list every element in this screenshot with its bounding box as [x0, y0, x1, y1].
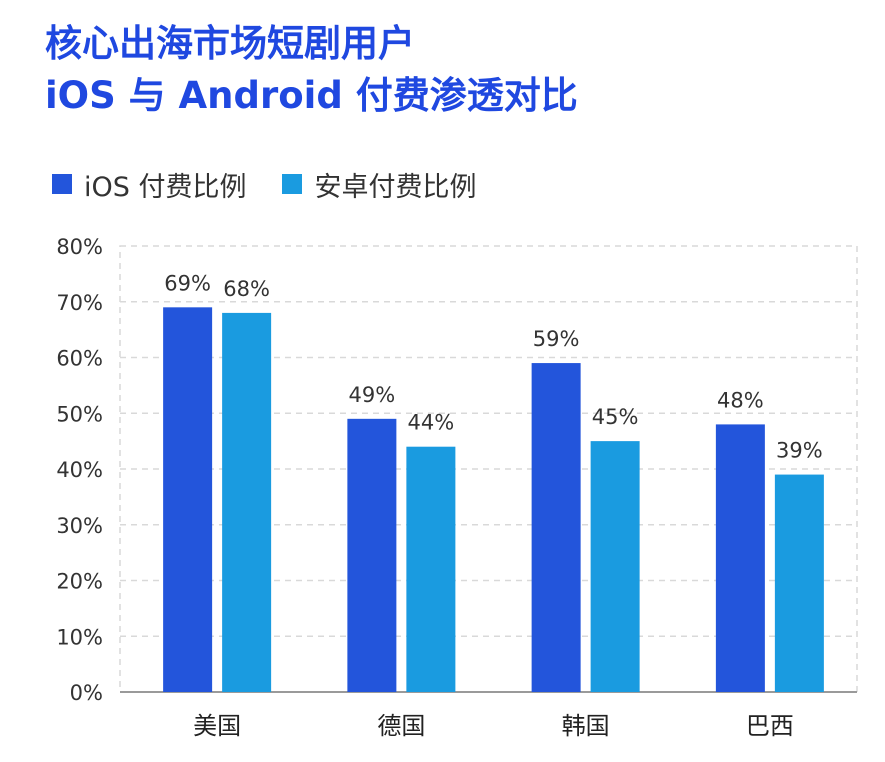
data-label: 45%	[592, 405, 639, 429]
legend-item-ios: iOS 付费比例	[52, 165, 246, 204]
data-label: 39%	[776, 439, 823, 463]
y-tick-label: 40%	[56, 458, 103, 482]
data-label: 48%	[717, 388, 764, 412]
legend-swatch-android	[282, 174, 303, 194]
legend-label-ios: iOS 付费比例	[84, 171, 247, 203]
legend: iOS 付费比例 安卓付费比例	[52, 165, 512, 204]
bar-ios	[163, 307, 213, 692]
y-tick-label: 80%	[56, 235, 103, 259]
x-tick-label: 韩国	[562, 712, 610, 740]
y-tick-label: 60%	[56, 347, 103, 371]
data-label: 49%	[349, 383, 396, 407]
bar-android	[774, 474, 824, 692]
legend-label-android: 安卓付费比例	[314, 171, 477, 203]
x-tick-label: 德国	[377, 712, 425, 740]
y-tick-label: 20%	[56, 570, 103, 594]
bar-android	[406, 446, 456, 692]
chart-title: 核心出海市场短剧用户 iOS 与 Android 付费渗透对比	[45, 18, 578, 122]
y-tick-label: 0%	[70, 681, 103, 705]
data-label: 59%	[533, 327, 580, 351]
title-line-1: 核心出海市场短剧用户	[45, 22, 415, 65]
y-tick-label: 70%	[56, 291, 103, 315]
x-tick-label: 巴西	[746, 712, 794, 740]
y-tick-label: 10%	[56, 625, 103, 649]
data-label: 44%	[408, 411, 455, 435]
data-label: 68%	[223, 277, 270, 301]
bar-ios	[715, 424, 765, 692]
y-tick-label: 50%	[56, 402, 103, 426]
y-tick-label: 30%	[56, 514, 103, 538]
bar-android	[590, 441, 640, 692]
bar-ios	[347, 418, 397, 692]
legend-item-android: 安卓付费比例	[282, 165, 476, 204]
bar-ios	[531, 363, 581, 692]
legend-swatch-ios	[52, 174, 72, 194]
title-line-2: iOS 与 Android 付费渗透对比	[45, 74, 578, 117]
bar-android	[222, 312, 272, 692]
data-label: 69%	[164, 271, 211, 295]
x-tick-label: 美国	[193, 712, 241, 740]
